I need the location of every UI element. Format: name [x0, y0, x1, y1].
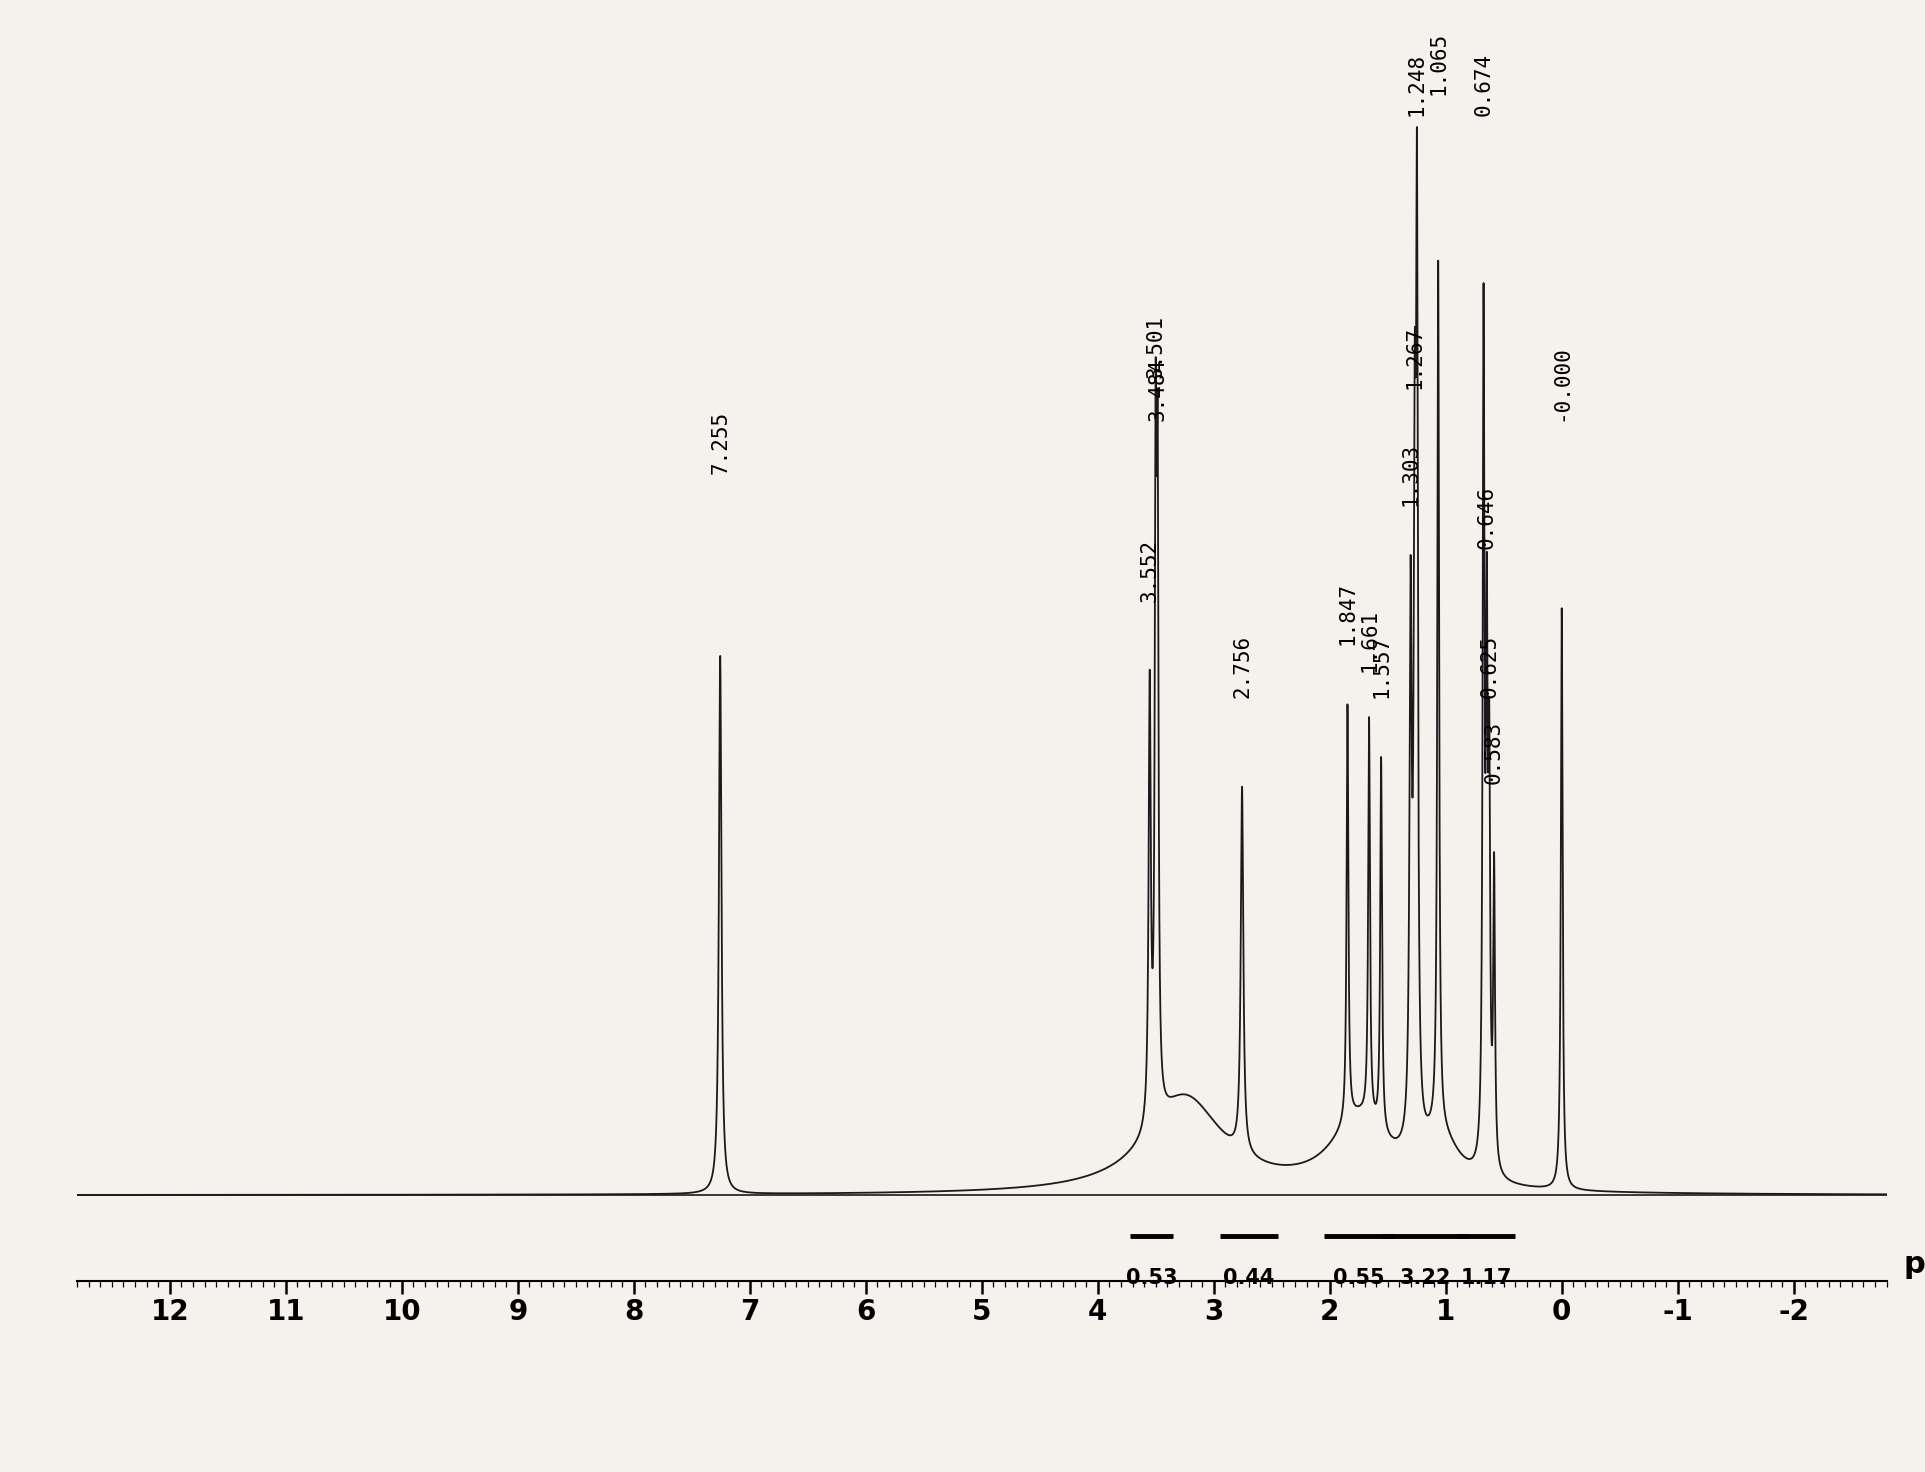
Text: -0.000: -0.000: [1552, 344, 1571, 421]
Text: 0.53: 0.53: [1126, 1267, 1178, 1288]
Text: 1.661: 1.661: [1359, 608, 1378, 671]
Text: 1.847: 1.847: [1338, 581, 1357, 645]
Text: 0.583: 0.583: [1484, 721, 1503, 785]
Text: 1.065: 1.065: [1428, 32, 1448, 96]
Text: 1.557: 1.557: [1371, 636, 1392, 699]
Text: 0.44: 0.44: [1222, 1267, 1274, 1288]
Text: 1.303: 1.303: [1401, 443, 1421, 506]
Text: 1.17: 1.17: [1461, 1267, 1511, 1288]
Text: 3.501: 3.501: [1145, 315, 1167, 378]
Text: 7.255: 7.255: [710, 411, 730, 474]
Text: 3.552: 3.552: [1140, 539, 1159, 602]
Text: ppm: ppm: [1904, 1250, 1925, 1279]
Text: 0.55: 0.55: [1332, 1267, 1384, 1288]
Text: 3.22: 3.22: [1399, 1267, 1451, 1288]
Text: 1.267: 1.267: [1405, 325, 1424, 389]
Text: 0.625: 0.625: [1478, 636, 1500, 699]
Text: 3.484: 3.484: [1147, 358, 1168, 421]
Text: 0.674: 0.674: [1473, 53, 1494, 116]
Text: 2.756: 2.756: [1232, 636, 1251, 699]
Text: 0.646: 0.646: [1476, 486, 1498, 549]
Text: 1.248: 1.248: [1407, 53, 1426, 116]
